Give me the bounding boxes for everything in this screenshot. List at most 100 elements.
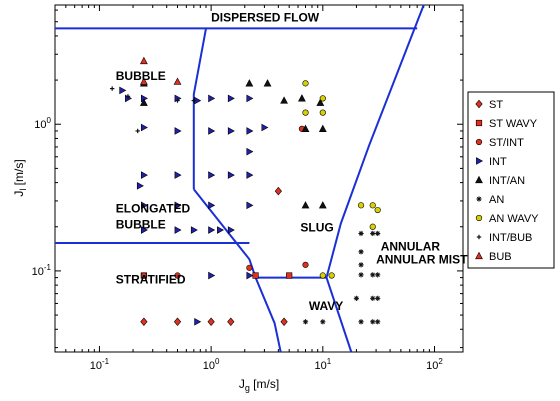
data-point-int-bub xyxy=(135,128,140,134)
data-point-int xyxy=(174,171,182,179)
data-point-st-wavy xyxy=(286,272,293,279)
data-point-an xyxy=(358,319,364,325)
data-point-st-wavy xyxy=(252,272,259,279)
data-point-int xyxy=(208,94,216,103)
legend-label-bub: BUB xyxy=(489,251,512,263)
data-point-bub xyxy=(173,77,182,85)
data-point-int xyxy=(227,171,235,179)
legend-label-st-int: ST/INT xyxy=(489,137,524,149)
data-point-int xyxy=(208,171,216,179)
x-axis-title: Jg [m/s] xyxy=(239,377,279,393)
data-point-int xyxy=(174,127,182,135)
data-point-st-int xyxy=(302,261,309,268)
region-label: WAVY xyxy=(309,299,343,313)
data-point-int-an xyxy=(280,96,288,104)
data-point-an xyxy=(358,249,364,255)
data-point-int xyxy=(227,127,235,135)
data-point-an-wavy xyxy=(319,109,326,116)
data-point-an xyxy=(370,295,376,301)
data-point-an xyxy=(375,230,381,237)
data-point-st-int xyxy=(140,272,147,279)
y-tick-label: 10-1 xyxy=(32,263,52,278)
legend-label-int-bub: INT/BUB xyxy=(489,232,532,244)
data-point-an xyxy=(370,319,376,325)
data-point-int xyxy=(246,171,254,179)
region-label: ANNULAR MIST xyxy=(376,253,468,267)
data-point-st xyxy=(140,317,148,327)
data-point-an-wavy xyxy=(374,206,381,214)
boundary-wavy-annular xyxy=(325,277,353,353)
data-point-an xyxy=(358,262,364,268)
data-point-int xyxy=(140,226,148,234)
x-tick-label: 101 xyxy=(314,357,331,372)
region-label: SLUG xyxy=(300,221,333,235)
data-point-st xyxy=(207,317,215,327)
legend-label-st: ST xyxy=(489,99,503,111)
data-point-st-int xyxy=(246,264,253,271)
legend-marker-an-wavy xyxy=(475,214,483,222)
data-point-an-wavy xyxy=(328,272,335,279)
y-axis-title-main: J xyxy=(12,191,26,197)
data-point-an xyxy=(358,272,364,278)
legend-marker-st-int xyxy=(475,138,483,146)
legend-marker-st-wavy xyxy=(475,119,483,127)
data-point-int-bub xyxy=(175,98,180,103)
data-point-int-an xyxy=(263,79,272,87)
region-label: STRATIFIED xyxy=(116,273,186,287)
data-point-an-wavy xyxy=(302,109,309,116)
data-point-an xyxy=(370,272,376,278)
region-label: ELONGATED xyxy=(116,202,191,216)
data-point-an xyxy=(370,230,376,237)
region-label: BUBBLE xyxy=(116,217,166,231)
x-axis-title-sub: g xyxy=(245,383,250,393)
legend-marker-st xyxy=(475,99,483,109)
data-point-int xyxy=(136,182,144,190)
legend-label-int-an: INT/AN xyxy=(489,175,525,187)
boundary-slug-annular xyxy=(325,4,425,278)
regime-boundaries xyxy=(55,4,425,353)
data-point-an xyxy=(358,230,364,237)
data-point-bub xyxy=(139,77,148,85)
data-point-an-wavy xyxy=(319,95,326,102)
data-point-an-wavy xyxy=(369,202,376,209)
data-point-an-wavy xyxy=(302,80,309,87)
data-point-an xyxy=(302,319,309,325)
data-point-st xyxy=(280,317,288,327)
y-axis-title-sub: l xyxy=(18,189,28,191)
data-point-int xyxy=(119,86,127,95)
legend: ST ST WAVY ST/INT INT INT/AN AN AN WAVY INT/BUB… xyxy=(475,99,539,263)
data-point-int xyxy=(174,226,182,234)
legend-label-an-wavy: AN WAVY xyxy=(489,213,539,225)
legend-marker-int xyxy=(476,157,484,165)
data-point-int xyxy=(208,127,216,135)
data-point-int-an xyxy=(301,124,310,132)
legend-marker-an xyxy=(476,196,482,202)
legend-box xyxy=(467,91,555,269)
data-point-int xyxy=(208,201,216,210)
data-point-int xyxy=(246,94,254,103)
data-point-an xyxy=(375,295,381,301)
y-axis-title: Jl [m/s] xyxy=(12,159,28,196)
data-point-int-an xyxy=(139,98,148,106)
x-axis-title-main: J xyxy=(239,377,245,391)
data-point-int xyxy=(194,317,202,326)
legend-label-an: AN xyxy=(489,194,504,206)
y-axis-title-unit: [m/s] xyxy=(12,159,26,188)
data-point-an-wavy xyxy=(357,202,365,209)
boundary-bubble-slug xyxy=(192,28,207,190)
data-point-bub xyxy=(139,56,148,65)
region-label: ANNULAR xyxy=(381,239,441,253)
axis-ticks: 10-1 100 101 102 10-1 100 xyxy=(32,5,463,372)
data-point-int xyxy=(227,226,235,234)
plot-area-frame xyxy=(54,4,464,353)
x-tick-label: 10-1 xyxy=(90,357,110,372)
data-point-an xyxy=(375,319,381,325)
region-label: BUBBLE xyxy=(116,69,166,83)
y-tick-label: 100 xyxy=(34,116,51,131)
data-point-int xyxy=(140,201,148,210)
data-point-int xyxy=(246,201,254,210)
data-point-int xyxy=(261,123,269,132)
x-tick-label: 100 xyxy=(203,357,220,372)
